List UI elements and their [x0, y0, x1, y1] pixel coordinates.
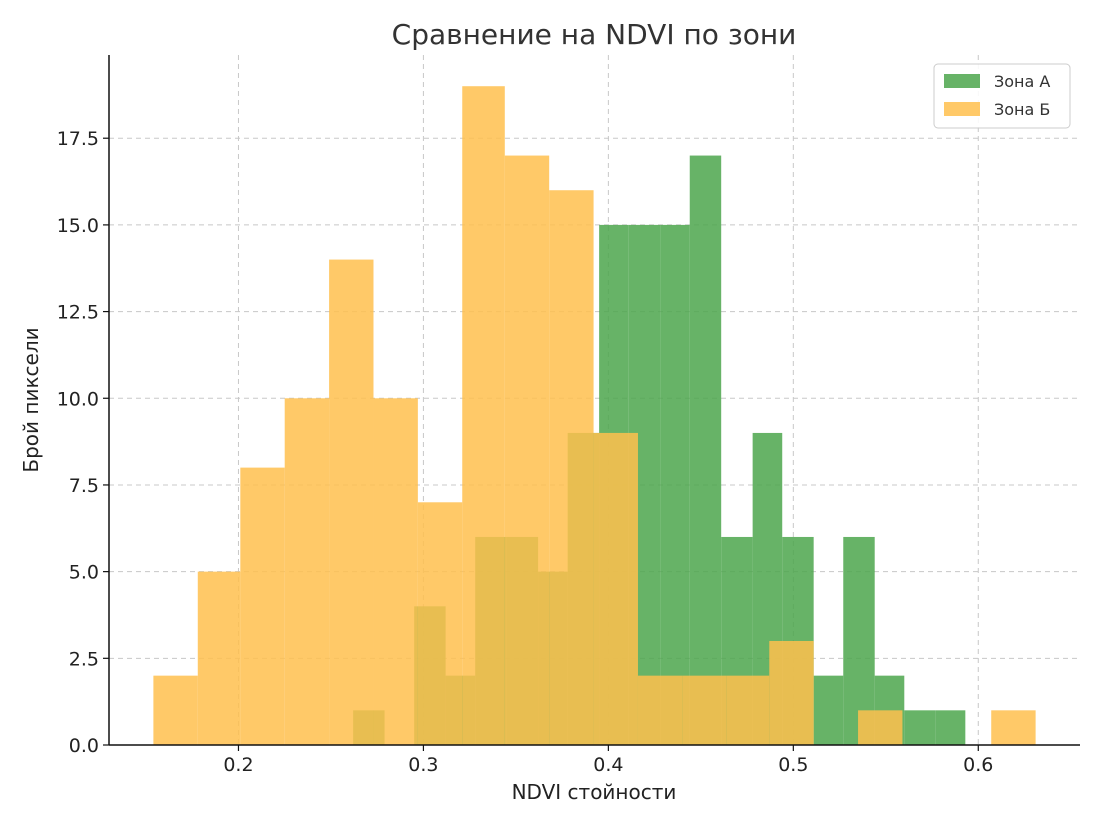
bar-zone-a-11 — [689, 155, 722, 746]
bar-zone-b-2 — [240, 467, 285, 745]
x-tick-label-2: 0.4 — [593, 754, 623, 776]
bar-zone-b-10 — [593, 432, 638, 745]
bar-zone-b-13 — [726, 675, 770, 745]
y-tick-label-1: 2.5 — [69, 648, 99, 670]
y-tick-label-4: 10.0 — [57, 388, 99, 410]
y-tick-label-7: 17.5 — [57, 128, 99, 150]
bar-zone-b-7 — [462, 86, 505, 745]
bar-zone-b-8 — [504, 155, 550, 746]
bar-zone-a-10 — [660, 224, 690, 746]
bars — [153, 86, 1036, 746]
bar-zone-a-15 — [813, 675, 844, 745]
legend-swatch-zone-b — [944, 102, 980, 116]
legend-swatch-zone-a — [944, 74, 980, 88]
legend-label-zone-a: Зона А — [994, 72, 1050, 91]
bar-zone-b-9 — [549, 190, 594, 745]
y-axis-label: Брой пиксели — [19, 327, 43, 472]
y-tick-label-0: 0.0 — [69, 735, 99, 757]
y-tick-label-3: 7.5 — [69, 475, 99, 497]
y-tick-label-5: 12.5 — [57, 302, 99, 324]
chart-title: Сравнение на NDVI по зони — [392, 18, 797, 51]
bar-zone-b-1 — [197, 571, 241, 745]
legend: Зона А Зона Б — [933, 63, 1071, 129]
x-tick-label-3: 0.5 — [778, 754, 808, 776]
bar-zone-b-3 — [284, 398, 330, 745]
bar-zone-b-4 — [329, 259, 374, 745]
legend-label-zone-b: Зона Б — [994, 100, 1050, 119]
bar-zone-a-19 — [935, 710, 966, 745]
bar-zone-b-14 — [769, 640, 814, 745]
y-tick-label-2: 5.0 — [69, 562, 99, 584]
bar-zone-b-5 — [373, 398, 418, 745]
bar-zone-b-16 — [858, 710, 903, 745]
bar-zone-b-0 — [153, 675, 198, 745]
axes: 0.2 0.3 0.4 0.5 0.6 0.0 2.5 5.0 7.5 10.0 12.5 15.0 1… — [57, 55, 1080, 776]
bar-zone-a-18 — [904, 710, 936, 745]
x-tick-label-1: 0.3 — [408, 754, 438, 776]
bar-zone-b-19 — [991, 710, 1036, 745]
bar-zone-b-11 — [637, 675, 683, 745]
series-zone-b — [153, 86, 1036, 746]
y-tick-label-6: 15.0 — [57, 215, 99, 237]
x-tick-label-0: 0.2 — [223, 754, 253, 776]
x-axis-label: NDVI стойности — [512, 780, 677, 804]
bar-zone-b-12 — [682, 675, 727, 745]
x-tick-label-4: 0.6 — [963, 754, 993, 776]
bar-zone-b-6 — [417, 502, 463, 745]
